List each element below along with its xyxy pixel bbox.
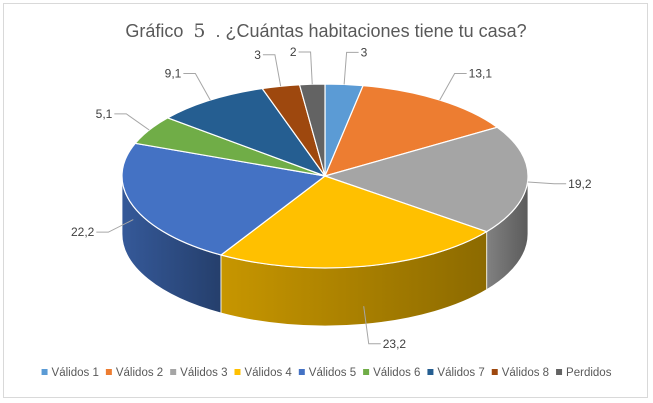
pie-chart: Gráfico 5 . ¿Cuántas habitaciones tiene … [41,20,612,379]
pie-slice-validos-2 [323,84,499,177]
data-label-validos-8: 3 [254,48,261,62]
legend-label-validos-5: Válidos 5 [309,367,356,379]
leader-line-validos-7 [183,73,211,101]
legend-item-validos-7: Válidos 7 [427,367,485,379]
pie-slice-validos-5 [121,142,327,256]
data-label-perdidos: 2 [290,45,297,59]
data-label-validos-2: 13,1 [469,67,493,81]
legend-label-validos-2: Válidos 2 [116,367,163,379]
data-label-validos-1: 3 [361,45,368,59]
legend-item-validos-1: Válidos 1 [41,367,99,379]
legend-swatch-validos-2 [105,369,112,375]
leader-line-validos-2 [439,73,467,101]
legend-item-validos-2: Válidos 2 [105,367,163,379]
legend-item-validos-8: Válidos 8 [491,367,549,379]
legend-swatch-validos-3 [170,369,177,375]
pie-layer [121,83,529,327]
leader-line-validos-5 [96,219,134,233]
legend-swatch-validos-1 [41,369,48,375]
leader-line-validos-8 [262,54,282,87]
legend-swatch-validos-5 [298,369,305,375]
chart-title: Gráfico 5 . ¿Cuántas habitaciones tiene … [125,20,526,42]
pie-slice-validos-4 [219,175,489,269]
leader-line-validos-4 [363,306,381,345]
legend-swatch-validos-4 [234,369,241,375]
legend-label-validos-4: Válidos 4 [244,367,292,379]
data-label-validos-4: 23,2 [383,337,407,351]
legend-item-validos-5: Válidos 5 [298,367,356,379]
legend-swatch-validos-6 [363,369,370,375]
legend-swatch-validos-8 [491,369,498,375]
legend: Válidos 1 Válidos 2 Válidos 3 Válidos 4 Váli… [41,367,612,379]
chart-frame: Gráfico 5 . ¿Cuántas habitaciones tiene … [3,3,648,398]
legend-item-validos-6: Válidos 6 [363,367,420,379]
legend-label-validos-8: Válidos 8 [502,367,549,379]
leader-line-validos-3 [527,181,567,185]
data-labels: 3 13,1 19,2 23,2 22,2 5,1 9,1 3 2 [71,45,592,351]
chart-title-prefix: Gráfico [125,21,183,41]
chart-title-suffix: . ¿Cuántas habitaciones tiene tu casa? [215,21,526,41]
pie-slice-validos-7 [166,87,327,178]
chart-title-number: 5 [193,20,205,42]
legend-swatch-validos-7 [427,369,434,375]
leader-line-validos-1 [343,51,359,85]
data-label-validos-3: 19,2 [568,177,592,191]
legend-item-perdidos: Perdidos [556,367,612,379]
leader-line-validos-6 [114,113,150,131]
legend-label-validos-7: Válidos 7 [437,367,484,379]
data-label-validos-7: 9,1 [165,67,182,81]
legend-item-validos-4: Válidos 4 [234,367,292,379]
legend-item-validos-3: Válidos 3 [170,367,227,379]
legend-label-perdidos: Perdidos [566,367,612,379]
leader-line-perdidos [298,51,313,85]
pie-slice-validos-3 [322,126,529,233]
data-label-validos-6: 5,1 [96,107,113,121]
legend-label-validos-6: Válidos 6 [373,367,420,379]
data-label-validos-5: 22,2 [71,225,95,239]
legend-label-validos-3: Válidos 3 [180,367,227,379]
legend-label-validos-1: Válidos 1 [52,367,99,379]
legend-swatch-perdidos [556,369,563,375]
